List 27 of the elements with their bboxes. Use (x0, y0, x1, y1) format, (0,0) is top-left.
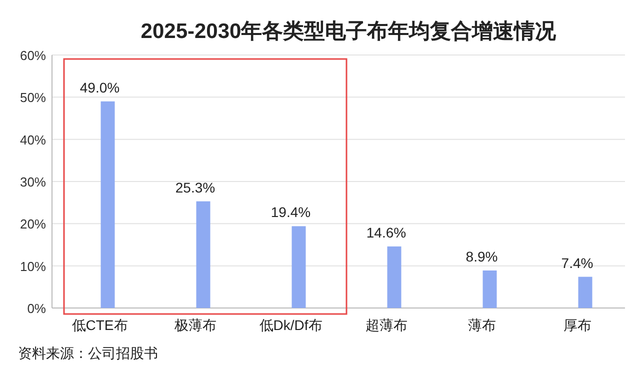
x-tick-label: 超薄布 (365, 317, 408, 333)
chart-title: 2025-2030年各类型电子布年均复合增速情况 (140, 20, 558, 43)
y-tick-label: 20% (20, 216, 46, 232)
y-tick-label: 40% (20, 132, 46, 148)
data-label: 8.9% (466, 248, 498, 264)
data-label: 49.0% (80, 79, 120, 96)
data-label: 14.6% (366, 224, 406, 240)
bar (578, 276, 592, 308)
bar (196, 201, 210, 308)
x-tick-label: 低Dk/Df布 (259, 317, 322, 333)
bar (100, 101, 115, 308)
y-tick-label: 60% (20, 48, 46, 63)
bar (387, 246, 402, 308)
bar (292, 226, 306, 308)
y-tick-label: 10% (20, 258, 46, 274)
y-tick-label: 50% (20, 90, 46, 106)
x-tick-label: 极薄布 (173, 317, 216, 333)
y-tick-label: 0% (27, 301, 46, 316)
data-label: 19.4% (270, 204, 311, 220)
x-tick-label: 低CTE布 (72, 317, 128, 333)
bar (482, 270, 497, 308)
data-label: 7.4% (561, 254, 594, 271)
y-tick-label: 30% (20, 174, 46, 190)
text: 资料来源：公司招股书 (18, 345, 158, 361)
data-label: 25.3% (175, 179, 216, 196)
x-tick-label: 薄布 (468, 317, 496, 333)
x-tick-label: 厚布 (563, 317, 592, 333)
